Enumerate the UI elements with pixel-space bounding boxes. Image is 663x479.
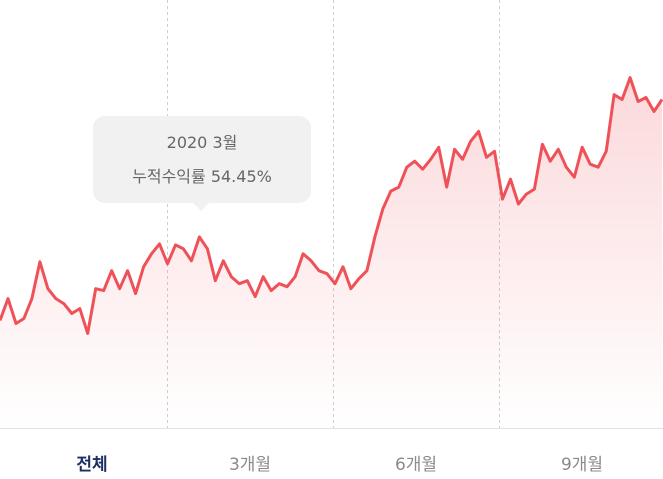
period-tab[interactable]: 전체 (76, 455, 108, 475)
tooltip-title: 2020 3월 (166, 133, 238, 152)
line (0, 76, 663, 335)
tooltip-label: 누적수익률 54.45% (132, 167, 272, 186)
period-tab[interactable]: 9개월 (560, 455, 604, 475)
period-tab[interactable]: 3개월 (228, 455, 272, 475)
tooltip-arrow (193, 203, 209, 211)
tooltip: 2020 3월 누적수익률 54.45% (93, 116, 311, 211)
period-tab[interactable]: 6개월 (394, 455, 438, 475)
